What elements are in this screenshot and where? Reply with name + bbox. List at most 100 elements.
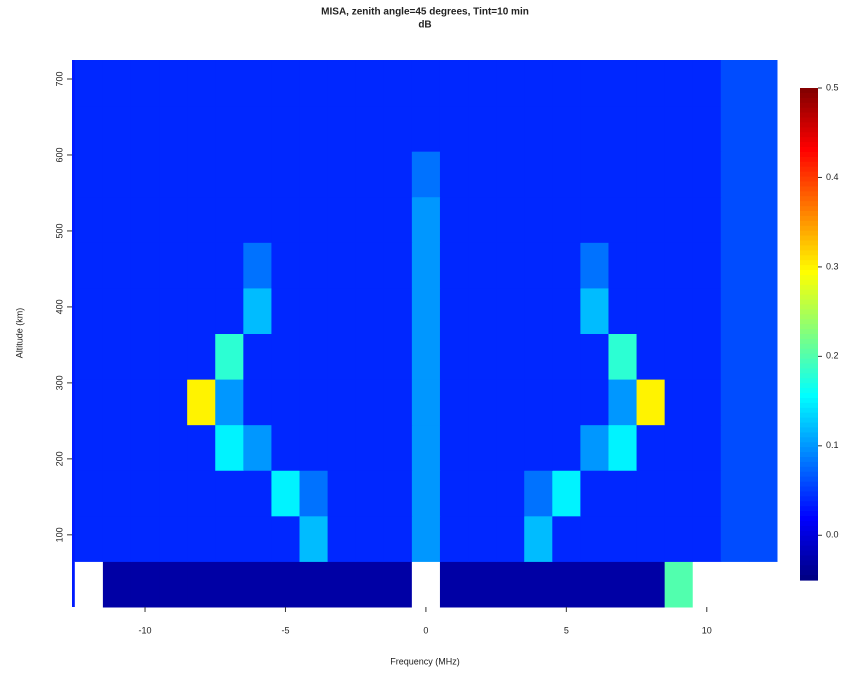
heat-cell bbox=[159, 287, 188, 334]
heat-cell bbox=[102, 287, 132, 334]
y-tick-label: 500 bbox=[54, 223, 64, 238]
colorbar-segment bbox=[800, 206, 818, 212]
heat-cell bbox=[159, 151, 188, 198]
heat-cell bbox=[411, 287, 441, 334]
heat-cell bbox=[524, 151, 553, 198]
colorbar-segment bbox=[800, 432, 818, 438]
heat-cell bbox=[636, 151, 666, 198]
colorbar-segment bbox=[800, 501, 818, 507]
colorbar-segment bbox=[800, 506, 818, 512]
heat-cell bbox=[720, 424, 750, 471]
heat-cell bbox=[439, 287, 469, 334]
heat-cell bbox=[327, 287, 357, 334]
heat-cell bbox=[159, 379, 188, 426]
heat-cell bbox=[355, 60, 385, 107]
heat-cell bbox=[496, 515, 525, 562]
heat-cell bbox=[496, 242, 525, 289]
colorbar-segment bbox=[800, 186, 818, 192]
heat-cell bbox=[552, 333, 581, 380]
heat-cell bbox=[580, 379, 609, 426]
colorbar-segment bbox=[800, 191, 818, 197]
heat-cell bbox=[664, 333, 694, 380]
heat-cell bbox=[159, 242, 188, 289]
heat-cell bbox=[468, 242, 497, 289]
heat-cell bbox=[636, 196, 666, 243]
heat-cell bbox=[468, 105, 497, 152]
x-tick-label: 5 bbox=[564, 625, 569, 635]
heat-cell bbox=[243, 333, 272, 380]
colorbar-segment bbox=[800, 393, 818, 399]
heat-cell bbox=[383, 470, 413, 517]
heat-cell bbox=[692, 379, 722, 426]
colorbar-segment bbox=[800, 255, 818, 261]
heat-cell bbox=[468, 287, 497, 334]
heat-cell bbox=[748, 379, 778, 426]
heat-cell bbox=[720, 379, 750, 426]
heat-cell bbox=[692, 105, 722, 152]
heat-cell bbox=[580, 424, 609, 471]
heat-cell bbox=[243, 242, 272, 289]
colorbar-segment bbox=[800, 147, 818, 153]
colorbar-segment bbox=[800, 447, 818, 453]
heat-cell bbox=[159, 333, 188, 380]
heat-cell bbox=[468, 470, 497, 517]
heat-cell bbox=[355, 151, 385, 198]
colorbar-segment bbox=[800, 151, 818, 158]
heat-cell bbox=[130, 561, 160, 608]
colorbar-segment bbox=[800, 388, 818, 394]
heat-cell bbox=[608, 424, 638, 471]
colorbar-segment bbox=[800, 97, 818, 104]
heat-cell bbox=[664, 196, 694, 243]
heat-cell bbox=[748, 60, 778, 107]
heat-cell bbox=[159, 561, 188, 608]
heat-cell bbox=[580, 287, 609, 334]
colorbar-segment bbox=[800, 230, 818, 237]
heat-cell bbox=[299, 287, 329, 334]
y-tick-label: 200 bbox=[54, 451, 64, 466]
heat-cell bbox=[74, 151, 104, 198]
colorbar-segment bbox=[800, 535, 818, 542]
heat-cell bbox=[215, 561, 244, 608]
colorbar-segment bbox=[800, 122, 818, 128]
colorbar-segment bbox=[800, 314, 818, 320]
colorbar-segment bbox=[800, 545, 818, 552]
heat-cell bbox=[552, 60, 581, 107]
heat-cell bbox=[580, 196, 609, 243]
colorbar-segment bbox=[800, 265, 818, 271]
heat-cell bbox=[496, 470, 525, 517]
heat-cell bbox=[130, 60, 160, 107]
heat-cell bbox=[130, 379, 160, 426]
heat-cell bbox=[552, 105, 581, 152]
heat-cell bbox=[187, 196, 216, 243]
heat-cell bbox=[748, 287, 778, 334]
heat-cell bbox=[243, 470, 272, 517]
colorbar-tick-label: 0.4 bbox=[826, 172, 839, 182]
colorbar-segment bbox=[800, 383, 818, 389]
heat-cell bbox=[74, 105, 104, 152]
heat-cell bbox=[552, 561, 581, 608]
heat-cell bbox=[664, 105, 694, 152]
heat-cell bbox=[355, 333, 385, 380]
heat-cell bbox=[524, 287, 553, 334]
heat-cell bbox=[327, 333, 357, 380]
colorbar-segment bbox=[800, 373, 818, 379]
colorbar-segment bbox=[800, 215, 818, 222]
heat-cell bbox=[524, 60, 553, 107]
colorbar-segment bbox=[800, 137, 818, 143]
heat-cell bbox=[327, 60, 357, 107]
heat-cell bbox=[271, 151, 301, 198]
heat-cell bbox=[74, 242, 104, 289]
colorbar-segment bbox=[800, 196, 818, 202]
heat-cell bbox=[411, 515, 441, 562]
colorbar-segment bbox=[800, 201, 818, 207]
x-axis-label: Frequency (MHz) bbox=[390, 656, 460, 666]
heat-cell bbox=[580, 105, 609, 152]
heat-cell bbox=[552, 379, 581, 426]
colorbar-segment bbox=[800, 250, 818, 256]
heat-cell bbox=[327, 379, 357, 426]
heat-cell bbox=[552, 424, 581, 471]
heat-cell bbox=[664, 424, 694, 471]
heat-cell bbox=[411, 424, 441, 471]
colorbar-tick-label: 0.1 bbox=[826, 440, 839, 450]
heat-cell bbox=[243, 151, 272, 198]
